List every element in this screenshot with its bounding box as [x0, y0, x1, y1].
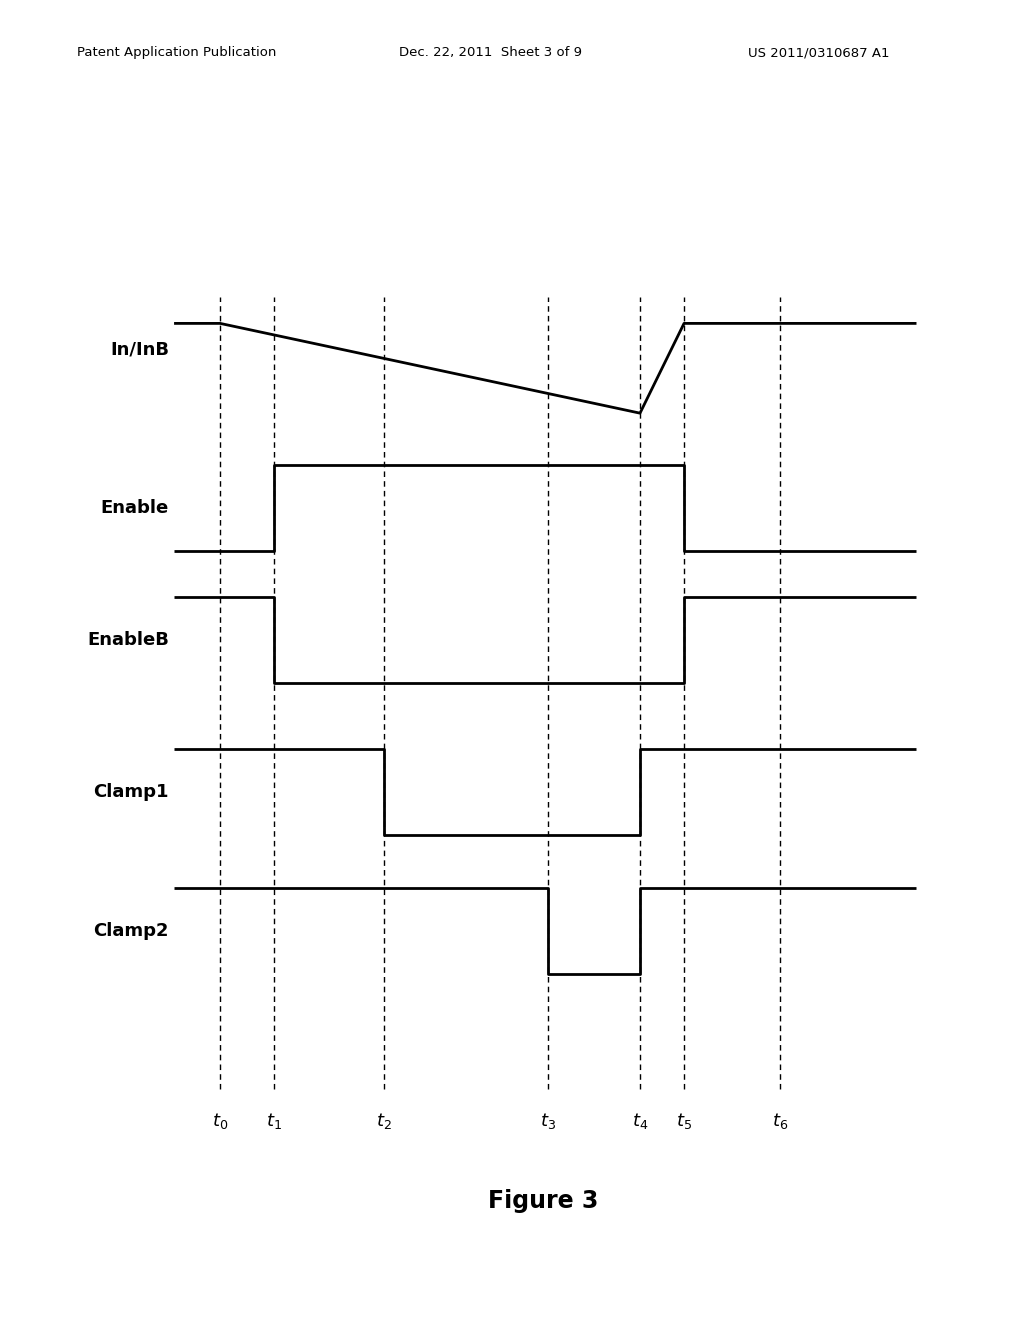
Text: Patent Application Publication: Patent Application Publication	[77, 46, 276, 59]
Text: In/InB: In/InB	[110, 341, 169, 359]
Text: $t_{4}$: $t_{4}$	[632, 1111, 648, 1131]
Text: $t_{3}$: $t_{3}$	[540, 1111, 556, 1131]
Text: $t_{0}$: $t_{0}$	[212, 1111, 228, 1131]
Text: Clamp2: Clamp2	[93, 921, 169, 940]
Text: Figure 3: Figure 3	[487, 1189, 598, 1213]
Text: $t_{1}$: $t_{1}$	[266, 1111, 283, 1131]
Text: $t_{5}$: $t_{5}$	[676, 1111, 692, 1131]
Text: Clamp1: Clamp1	[93, 783, 169, 801]
Text: $t_{2}$: $t_{2}$	[376, 1111, 392, 1131]
Text: $t_{6}$: $t_{6}$	[772, 1111, 788, 1131]
Text: Dec. 22, 2011  Sheet 3 of 9: Dec. 22, 2011 Sheet 3 of 9	[399, 46, 583, 59]
Text: Enable: Enable	[100, 499, 169, 517]
Text: US 2011/0310687 A1: US 2011/0310687 A1	[748, 46, 889, 59]
Text: EnableB: EnableB	[87, 631, 169, 649]
